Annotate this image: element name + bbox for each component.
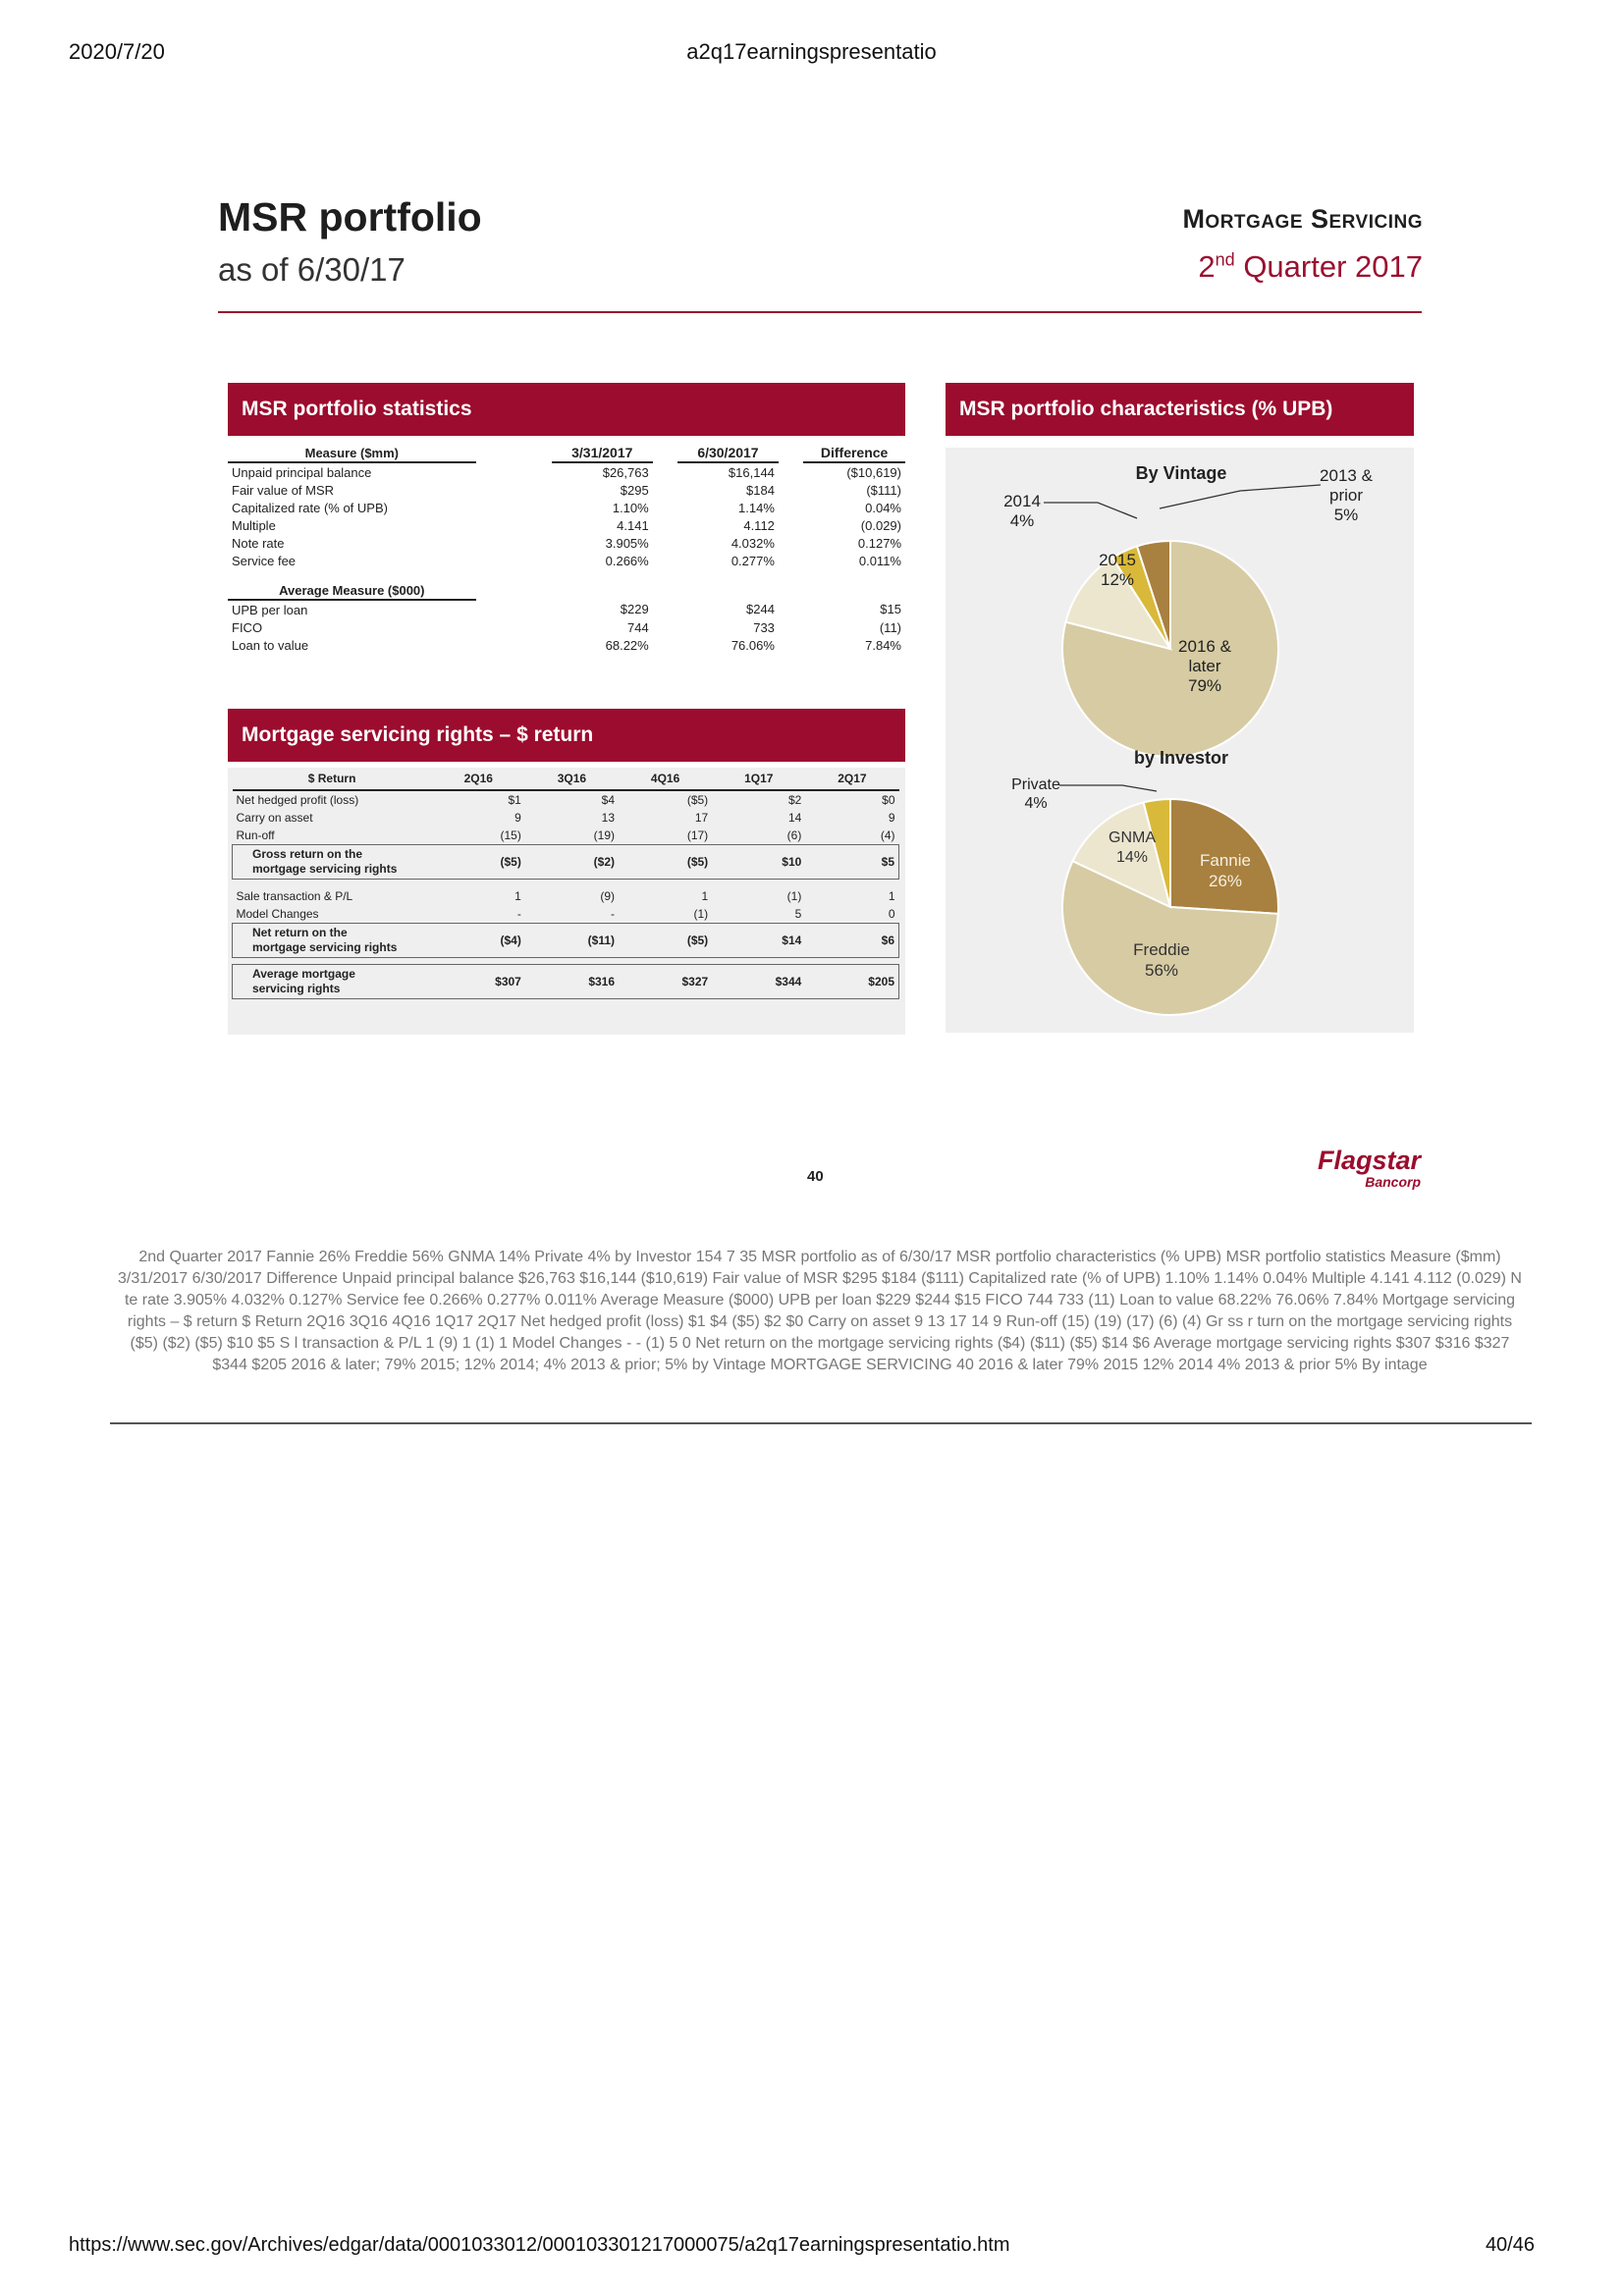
returns-table: $ Return 2Q16 3Q16 4Q16 1Q17 2Q17 Net he… (232, 768, 899, 999)
vintage-label-2013: 5% (1334, 506, 1359, 524)
slide-page-number: 40 (807, 1168, 824, 1185)
returns-banner: Mortgage servicing rights – $ return (228, 709, 905, 762)
stats-banner: MSR portfolio statistics (228, 383, 905, 436)
header-rule (218, 311, 1422, 313)
table-row: Run-off (15) (19) (17) (6) (4) (236, 828, 895, 842)
pie-slice-fannie (1169, 797, 1279, 915)
table-row: Fair value of MSR $295 $184 ($111) (232, 482, 901, 498)
quarter-label: 2nd Quarter 2017 (1198, 249, 1423, 284)
table-row: Service fee 0.266% 0.277% 0.011% (232, 553, 901, 568)
vintage-label-2013: 2013 & (1320, 466, 1374, 485)
table-row: Sale transaction & P/L 1 (9) 1 (1) 1 (236, 889, 895, 903)
investor-value-fannie: 26% (1209, 872, 1242, 890)
investor-label-freddie: Freddie (1133, 940, 1190, 959)
table-row: UPB per loan $229 $244 $15 (232, 602, 901, 617)
slide-subtitle: as of 6/30/17 (218, 251, 406, 288)
section-label: Mortgage Servicing (1182, 204, 1423, 234)
vintage-label: later (1188, 657, 1220, 675)
table-row: Carry on asset 9 13 17 14 9 (236, 811, 895, 825)
pie-slice-freddie (1061, 859, 1279, 1016)
vintage-label: 12% (1101, 570, 1134, 589)
pie-slice-private (1142, 797, 1171, 908)
table-row: Net hedged profit (loss) $1 $4 ($5) $2 $0 (236, 793, 895, 807)
vintage-label: 2015 (1099, 551, 1136, 569)
slide-title: MSR portfolio (218, 194, 482, 240)
document-title: a2q17earningspresentatio (686, 39, 937, 64)
investor-value-gnma: 14% (1116, 849, 1148, 866)
table-row: Loan to value 68.22% 76.06% 7.84% (232, 637, 901, 653)
page-url[interactable]: https://www.sec.gov/Archives/edgar/data/… (69, 2234, 1010, 2256)
vintage-label-2014: 4% (1010, 511, 1035, 530)
stats-header-q2: 6/30/2017 (677, 444, 779, 463)
vintage-label: 2016 & (1178, 637, 1232, 656)
stats-table-wrap: Measure ($mm) 3/31/2017 6/30/2017 Differ… (228, 444, 905, 654)
flagstar-logo: Flagstar Bancorp (1318, 1147, 1421, 1190)
characteristics-banner: MSR portfolio characteristics (% UPB) (946, 383, 1414, 436)
investor-value-freddie: 56% (1145, 961, 1178, 980)
investor-pie: Fannie 26% Freddie 56% GNMA 14% Private 4% (1011, 776, 1279, 1016)
pie-slice-2013-prior (1135, 539, 1171, 650)
pie-slice-2015 (1064, 556, 1173, 651)
pie-slice-gnma (1071, 801, 1172, 909)
investor-label-private: Private (1011, 776, 1060, 793)
vintage-label-2013: prior (1329, 486, 1363, 505)
table-row: Capitalized rate (% of UPB) 1.10% 1.14% 0.0… (232, 500, 901, 515)
avg-msr-row: Average mortgage servicing rights $307 $31… (232, 964, 899, 999)
stats-header-measure: Measure ($mm) (228, 444, 476, 463)
vintage-label: 79% (1188, 676, 1221, 695)
investor-chart-title: by Investor (1134, 748, 1228, 768)
investor-label-fannie: Fannie (1200, 851, 1251, 870)
logo-name: Flagstar (1317, 1146, 1421, 1175)
stats-header-q1: 3/31/2017 (551, 444, 653, 463)
table-row: Note rate 3.905% 4.032% 0.127% (232, 535, 901, 551)
extracted-text: 2nd Quarter 2017 Fannie 26% Freddie 56% … (118, 1249, 1522, 1373)
investor-label-gnma: GNMA (1109, 829, 1156, 846)
stats-header-diff: Difference (803, 444, 905, 463)
table-row: Multiple 4.141 4.112 (0.029) (232, 517, 901, 533)
investor-value-private: 4% (1024, 795, 1047, 812)
print-date: 2020/7/20 (69, 39, 165, 64)
logo-sub: Bancorp (1365, 1174, 1421, 1190)
vintage-label-2014: 2014 (1003, 492, 1041, 510)
returns-table-wrap: $ Return 2Q16 3Q16 4Q16 1Q17 2Q17 Net he… (228, 768, 905, 1035)
avg-measure-header: Average Measure ($000) (228, 581, 476, 601)
table-row: FICO 744 733 (11) (232, 619, 901, 635)
table-row: Model Changes - - (1) 5 0 (236, 907, 895, 921)
leader-line (1044, 502, 1138, 519)
leader-line (1159, 484, 1322, 509)
vintage-chart-title: By Vintage (1136, 463, 1227, 483)
net-return-row: Net return on the mortgage servicing righ… (232, 923, 899, 958)
bottom-rule (110, 1422, 1532, 1424)
leader-line (1059, 784, 1158, 792)
browser-page-number: 40/46 (1485, 2234, 1535, 2256)
table-row: Unpaid principal balance $26,763 $16,144 ($… (232, 464, 901, 480)
stats-table: Measure ($mm) 3/31/2017 6/30/2017 Differ… (228, 444, 905, 654)
gross-return-row: Gross return on the mortgage servicing ri… (232, 844, 899, 880)
characteristics-panel: 2016 & later 79% 2015 12% 2014 4% 2013 & prior 5%… (946, 448, 1414, 1033)
